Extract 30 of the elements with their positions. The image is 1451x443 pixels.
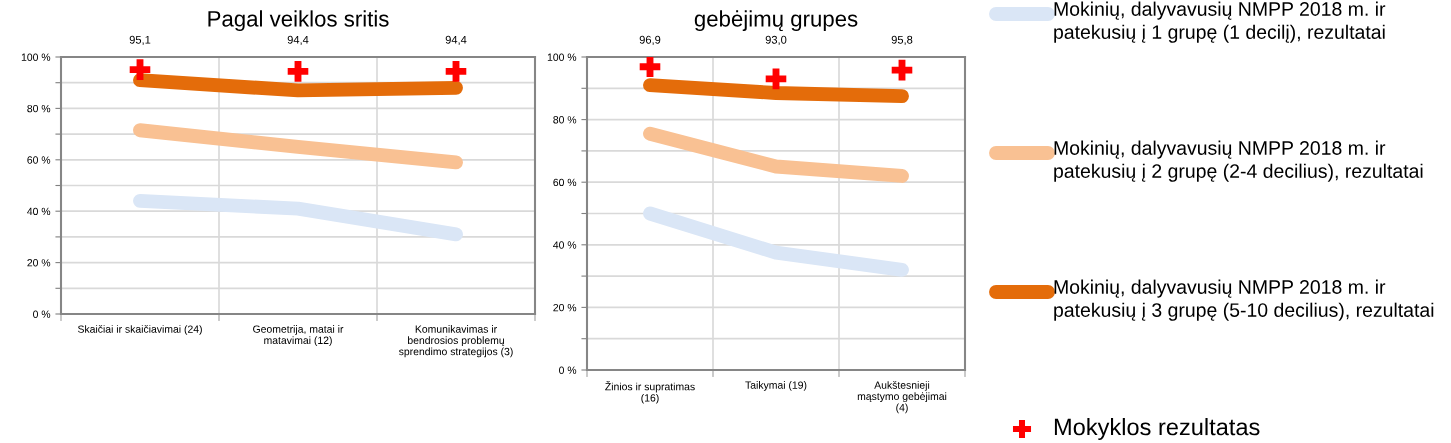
x-tick-label: Geometrija, matai ir matavimai (12) [253,325,344,347]
legend-label: Mokinių, dalyvavusių NMPP 2018 m. ir patekusių į 2 grupę (2-4 decilius), rezultatai [1054,140,1423,182]
x-tick-label: Žinios ir supratimas (16) [605,381,695,404]
legend-label: Mokinių, dalyvavusių NMPP 2018 m. ir patekusių į 3 grupę (5-10 decilius), rezultatai [1054,279,1434,321]
data-label: 95,1 [129,35,151,46]
y-tick-label: 80 % [27,104,51,113]
y-tick-label: 40 % [27,207,51,216]
legend-label: Mokyklos rezultatas [1054,417,1260,441]
data-label: 94,4 [445,35,467,46]
y-tick-label: 40 % [553,241,577,249]
y-tick-label: 20 % [553,303,577,312]
y-tick-label: 20 % [27,259,51,267]
x-tick-label: Taikymai (19) [745,381,807,391]
y-tick-label: 100 % [21,53,51,61]
x-tick-label: Skaičiai ir skaičiavimai (24) [77,325,202,335]
data-label: 93,0 [765,35,787,46]
y-tick-label: 0 % [559,366,577,374]
y-tick-label: 0 % [33,310,51,318]
y-tick-label: 100 % [547,53,577,61]
data-label: 96,9 [639,35,661,46]
y-tick-label: 80 % [553,116,577,124]
data-label: 95,8 [891,35,913,46]
data-label: 94,4 [287,35,309,46]
x-tick-label: Komunikavimas ir bendrosios problemų sprendimo strategijos (3) [398,325,513,358]
chart-title: gebėjimų grupes [694,10,858,32]
chart-title: Pagal veiklos sritis [208,10,389,32]
y-tick-label: 60 % [553,178,577,187]
legend-label: Mokinių, dalyvavusių NMPP 2018 m. ir patekusių į 1 grupę (1 decilį), rezultatai [1054,1,1386,43]
y-tick-label: 60 % [27,156,51,164]
x-tick-label: Aukštesnieji mąstymo gebėjimai (4) [857,381,947,414]
